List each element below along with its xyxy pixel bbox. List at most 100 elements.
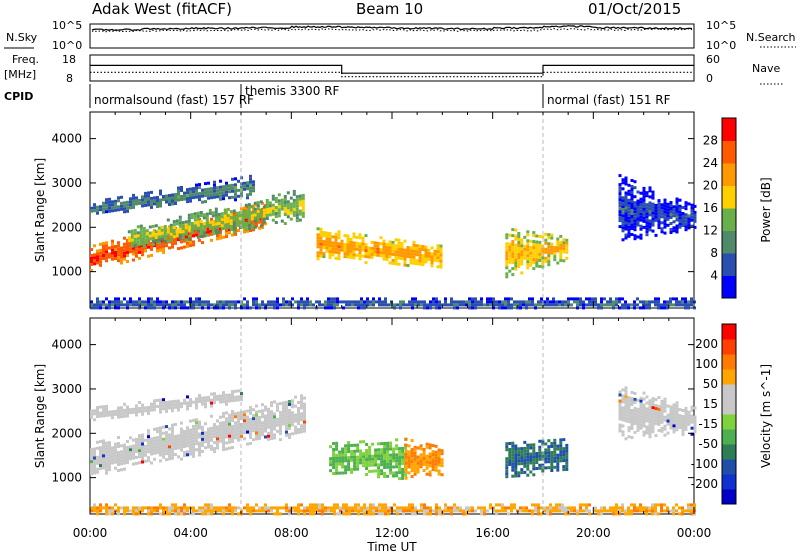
scatter-cell (559, 246, 563, 250)
scatter-cell (535, 258, 539, 262)
scatter-cell (523, 247, 527, 251)
scatter-cell (636, 398, 640, 402)
scatter-cell (285, 300, 288, 304)
scatter-cell (99, 503, 102, 507)
nsearch-tick-bottom: 10^0 (706, 39, 736, 52)
scatter-cell (651, 415, 655, 419)
scatter-cell (389, 468, 393, 472)
scatter-cell (148, 225, 152, 229)
scatter-cell (380, 442, 384, 446)
scatter-cell (630, 303, 633, 307)
scatter-cell (520, 447, 524, 451)
scatter-cell (225, 509, 228, 513)
scatter-cell (192, 240, 195, 244)
scatter-cell (355, 244, 359, 248)
scatter-cell (535, 255, 539, 259)
scatter-cell (334, 238, 338, 242)
scatter-cell (162, 398, 165, 402)
scatter-cell (561, 303, 564, 307)
scatter-cell (198, 441, 201, 445)
scatter-cell (394, 238, 398, 242)
scatter-cell (523, 440, 527, 444)
scatter-cell (453, 306, 456, 310)
scatter-cell (394, 259, 398, 263)
scatter-cell (138, 446, 141, 450)
scatter-cell (187, 213, 191, 217)
scatter-cell (357, 512, 360, 516)
scatter-cell (234, 424, 237, 428)
scatter-cell (374, 469, 378, 473)
scatter-cell (264, 435, 267, 439)
scatter-cell (409, 249, 413, 253)
scatter-cell (177, 192, 180, 196)
scatter-cell (225, 399, 228, 403)
scatter-cell (285, 430, 288, 434)
scatter-cell (423, 300, 426, 304)
scatter-cell (213, 186, 216, 190)
scatter-cell (259, 224, 263, 228)
scatter-cell (681, 218, 685, 221)
scatter-cell (183, 454, 186, 457)
scatter-cell (154, 230, 158, 234)
scatter-cell (538, 264, 542, 268)
scatter-cell (102, 257, 105, 260)
scatter-cell (666, 306, 669, 310)
scatter-cell (508, 233, 512, 237)
scatter-cell (96, 211, 99, 215)
scatter-cell (505, 266, 509, 270)
scatter-cell (90, 269, 93, 272)
scatter-cell (90, 248, 93, 251)
scatter-cell (327, 306, 330, 310)
scatter-cell (283, 210, 287, 213)
scatter-cell (386, 447, 390, 451)
scatter-cell (216, 189, 219, 193)
scatter-cell (133, 240, 137, 244)
scatter-cell (210, 398, 213, 402)
scatter-cell (398, 468, 402, 472)
scatter-cell (642, 509, 645, 513)
scatter-cell (225, 441, 228, 445)
scatter-cell (630, 185, 634, 188)
scatter-cell (675, 300, 678, 304)
scatter-cell (174, 196, 177, 199)
scatter-cell (396, 512, 399, 516)
scatter-cell (153, 306, 156, 310)
scatter-cell (648, 509, 651, 513)
scatter-cell (289, 196, 293, 200)
scatter-cell (204, 188, 207, 192)
scatter-cell (111, 303, 114, 307)
scatter-cell (630, 415, 634, 418)
scatter-cell (174, 202, 177, 205)
scatter-cell (153, 196, 156, 200)
scatter-cell (93, 447, 96, 451)
scatter-cell (687, 214, 691, 218)
scatter-cell (219, 191, 222, 195)
scatter-cell (213, 192, 216, 196)
scatter-cell (138, 300, 141, 304)
scatter-cell (235, 211, 239, 215)
scatter-cell (562, 241, 566, 245)
scatter-cell (270, 434, 273, 438)
scatter-cell (183, 245, 186, 249)
scatter-cell (162, 506, 165, 510)
scatter-cell (651, 211, 655, 215)
scatter-cell (303, 417, 306, 421)
scatter-cell (129, 300, 132, 304)
scatter-cell (331, 250, 335, 254)
scatter-cell (645, 224, 649, 228)
scatter-cell (292, 213, 296, 217)
scatter-cell (117, 208, 120, 212)
scatter-cell (243, 437, 246, 441)
colorbar-tick-label: 12 (703, 224, 718, 238)
scatter-cell (654, 416, 658, 420)
scatter-cell (276, 405, 279, 409)
scatter-cell (624, 218, 628, 222)
scatter-cell (111, 506, 114, 510)
scatter-cell (401, 467, 405, 471)
scatter-cell (102, 248, 105, 251)
scatter-cell (576, 512, 579, 516)
scatter-cell (117, 241, 120, 245)
scatter-cell (132, 407, 135, 411)
scatter-cell (222, 191, 225, 195)
scatter-cell (210, 238, 213, 242)
